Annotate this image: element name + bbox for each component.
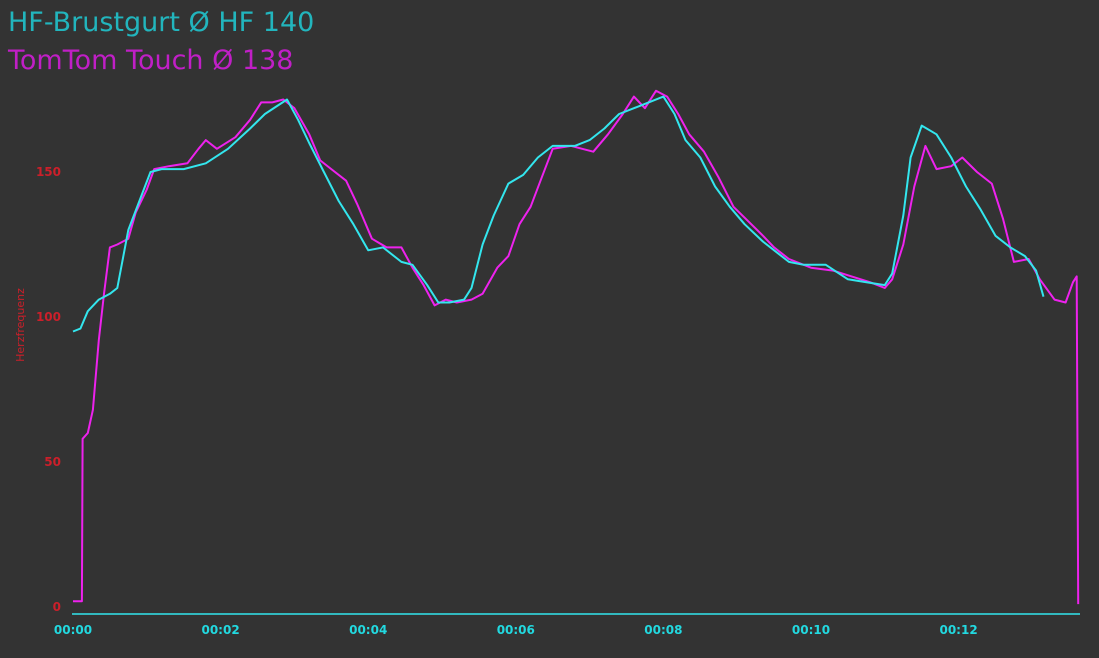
x-tick-label: 00:06	[497, 623, 535, 637]
y-tick-label: 0	[53, 600, 61, 614]
x-tick-label: 00:10	[792, 623, 830, 637]
x-tick-label: 00:00	[54, 623, 92, 637]
x-tick-label: 00:02	[201, 623, 239, 637]
x-tick-label: 00:08	[644, 623, 682, 637]
y-tick-label: 50	[44, 455, 61, 469]
x-tick-label: 00:04	[349, 623, 387, 637]
y-tick-labels: 0 50 100 150	[36, 165, 61, 614]
series-line-tomtom-touch	[73, 89, 1080, 605]
y-axis-label: Herzfrequenz	[14, 288, 27, 362]
series-line-hf-brustgurt	[72, 95, 1045, 333]
series-lines	[72, 89, 1080, 605]
y-tick-label: 150	[36, 165, 61, 179]
x-tick-labels: 00:00 00:02 00:04 00:06 00:08 00:10 00:12	[54, 623, 978, 637]
y-tick-label: 100	[36, 310, 61, 324]
legend-entry-hf-brustgurt: HF-Brustgurt Ø HF 140	[8, 7, 315, 38]
legend-entry-tomtom-touch: TomTom Touch Ø 138	[8, 45, 294, 76]
x-tick-label: 00:12	[939, 623, 977, 637]
